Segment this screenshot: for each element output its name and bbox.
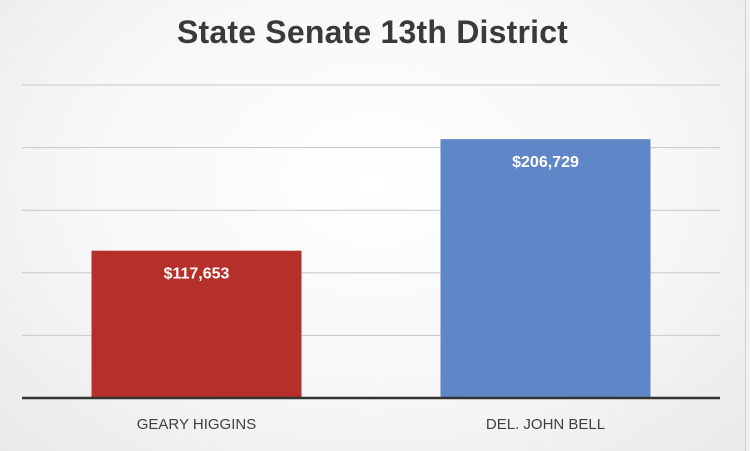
- category-label-0: GEARY HIGGINS: [137, 416, 256, 433]
- data-label-0: $117,653: [164, 266, 230, 283]
- category-label-1: DEL. JOHN BELL: [486, 416, 605, 433]
- bar-0: [91, 250, 302, 398]
- chart-title: State Senate 13th District: [176, 14, 569, 50]
- bar-1: [440, 139, 651, 398]
- data-label-1: $206,729: [512, 154, 579, 171]
- window-edge: [745, 0, 750, 451]
